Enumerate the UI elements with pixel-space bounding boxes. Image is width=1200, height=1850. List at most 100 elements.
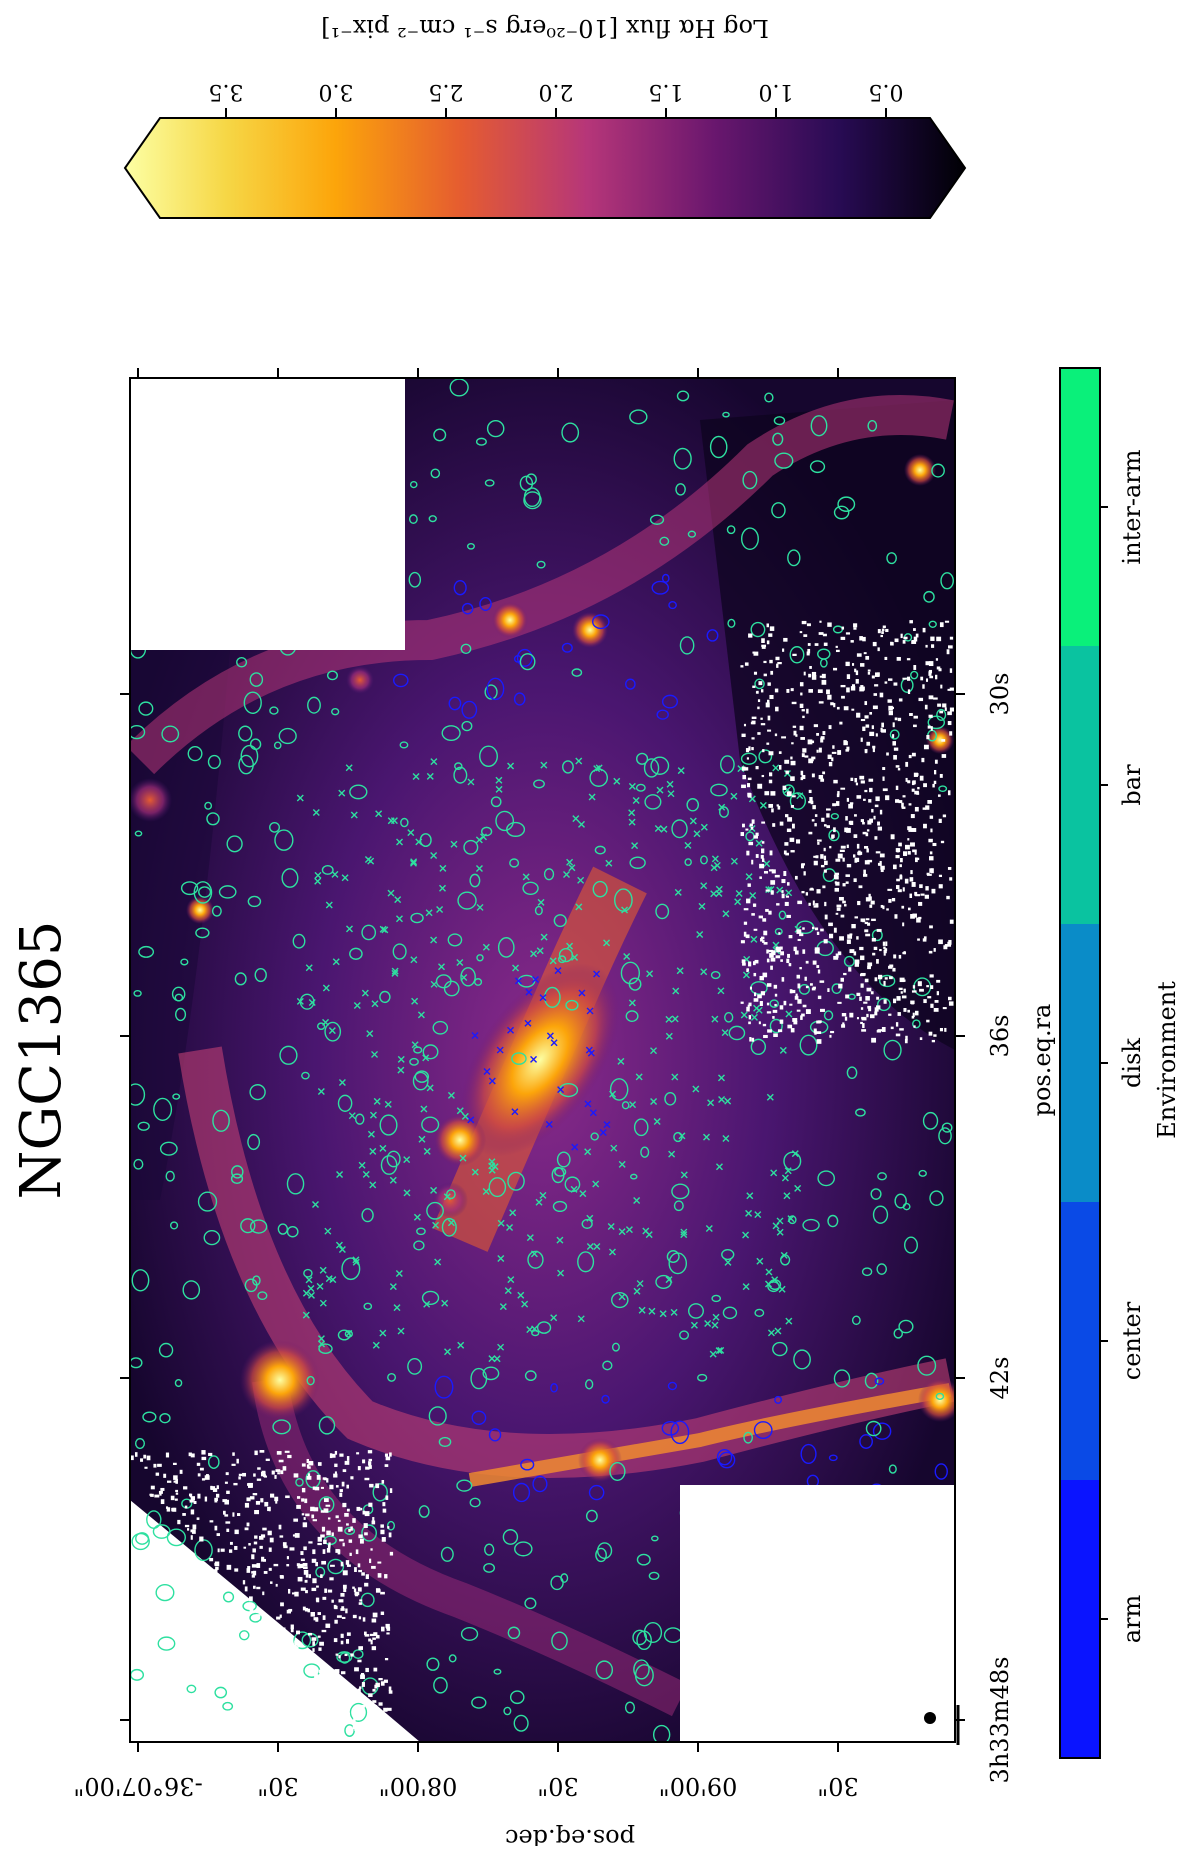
masked-pixel — [320, 1685, 325, 1690]
masked-pixel — [780, 959, 783, 962]
masked-pixel — [929, 851, 933, 855]
region-contour — [553, 914, 567, 928]
region-contour — [140, 387, 149, 396]
masked-pixel — [750, 826, 754, 830]
masked-pixel — [386, 1626, 391, 1631]
source-marker — [722, 1134, 730, 1142]
masked-pixel — [354, 1667, 359, 1672]
masked-pixel — [782, 785, 787, 790]
masked-pixel — [818, 632, 824, 635]
masked-pixel — [768, 949, 773, 953]
masked-pixel — [320, 1574, 323, 1578]
masked-pixel — [320, 1534, 325, 1538]
source-marker — [718, 1095, 726, 1103]
masked-pixel — [859, 946, 864, 951]
masked-pixel — [286, 1564, 290, 1567]
masked-pixel — [249, 1608, 254, 1614]
source-marker — [613, 777, 621, 785]
masked-pixel — [767, 682, 771, 686]
masked-pixel — [766, 949, 769, 954]
masked-pixel — [911, 788, 915, 792]
masked-pixel — [761, 774, 765, 778]
masked-pixel — [751, 913, 755, 916]
masked-pixel — [913, 665, 917, 670]
masked-pixel — [760, 717, 763, 720]
masked-pixel — [299, 1563, 304, 1569]
source-marker — [495, 776, 503, 784]
source-marker — [318, 1340, 326, 1348]
masked-pixel — [892, 734, 895, 738]
masked-pixel — [801, 709, 805, 712]
region-contour — [799, 1034, 818, 1056]
masked-pixel — [935, 674, 938, 680]
region-contour — [138, 570, 158, 589]
masked-pixel — [371, 1646, 377, 1651]
masked-pixel — [781, 736, 787, 739]
region-contour — [590, 1132, 599, 1141]
masked-pixel — [369, 1558, 372, 1564]
masked-pixel — [866, 829, 870, 832]
region-contour — [324, 1021, 342, 1042]
masked-pixel — [845, 632, 851, 635]
masked-pixel — [190, 1453, 195, 1458]
source-marker — [705, 1225, 713, 1233]
masked-pixel — [802, 949, 806, 954]
masked-pixel — [748, 1021, 751, 1025]
masked-pixel — [854, 963, 860, 967]
masked-pixel — [912, 849, 917, 853]
masked-pixel — [372, 1688, 376, 1692]
masked-pixel — [190, 1509, 195, 1515]
masked-pixel — [796, 1009, 801, 1012]
masked-pixel — [888, 965, 893, 969]
source-marker — [391, 969, 399, 977]
masked-pixel — [928, 661, 934, 667]
region-contour — [133, 989, 142, 997]
masked-pixel — [856, 936, 859, 940]
source-marker — [312, 809, 320, 817]
masked-pixel — [929, 974, 934, 978]
masked-pixel — [759, 975, 764, 981]
region-contour — [222, 1591, 235, 1603]
masked-pixel — [340, 1592, 345, 1597]
source-marker — [322, 984, 330, 992]
masked-pixel — [242, 1472, 247, 1477]
region-contour — [318, 1343, 333, 1355]
masked-pixel — [246, 1522, 250, 1527]
region-contour — [198, 886, 212, 898]
masked-pixel — [748, 746, 751, 751]
masked-pixel — [352, 1518, 356, 1523]
masked-pixel — [278, 1459, 284, 1463]
source-marker — [507, 1026, 515, 1034]
masked-pixel — [907, 780, 911, 784]
masked-pixel — [765, 908, 769, 912]
masked-pixel — [769, 850, 773, 856]
masked-pixel — [358, 1616, 362, 1620]
region-contour — [224, 455, 244, 471]
masked-pixel — [759, 876, 762, 879]
masked-pixel — [741, 766, 746, 771]
masked-pixel — [797, 983, 801, 989]
masked-pixel — [864, 929, 869, 933]
masked-pixel — [317, 1612, 321, 1616]
masked-pixel — [215, 1493, 220, 1498]
region-contour — [720, 755, 735, 774]
source-marker — [407, 829, 415, 837]
region-contour — [407, 1357, 423, 1375]
source-marker — [302, 1311, 310, 1319]
region-contour — [511, 1052, 527, 1065]
masked-pixel — [923, 999, 927, 1004]
region-contour — [363, 1302, 373, 1311]
source-marker — [325, 901, 333, 909]
masked-pixel — [895, 854, 900, 859]
masked-pixel — [864, 715, 869, 719]
masked-pixel — [894, 717, 898, 721]
masked-pixel — [895, 785, 899, 790]
masked-pixel — [768, 803, 774, 808]
masked-pixel — [269, 1537, 274, 1543]
source-marker — [781, 1174, 789, 1182]
region-contour — [679, 1330, 690, 1340]
masked-pixel — [385, 1456, 391, 1461]
environment-swatch — [1060, 1202, 1100, 1480]
masked-pixel — [769, 953, 774, 958]
